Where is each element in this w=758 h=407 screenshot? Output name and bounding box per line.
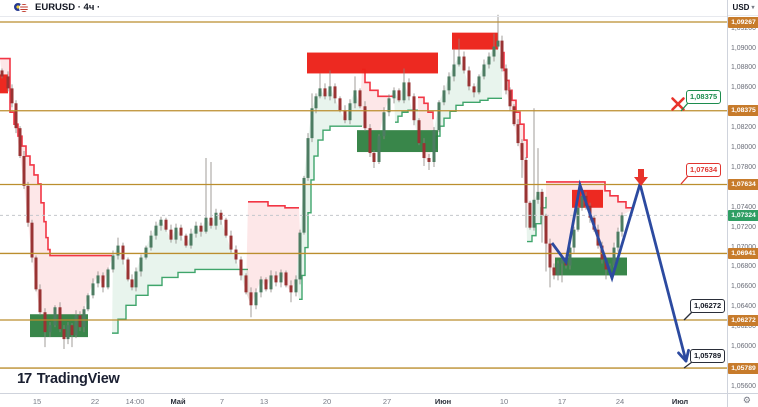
- time-tick-label: 14:00: [125, 397, 145, 406]
- price-tick-label: 1,06600: [731, 283, 756, 291]
- time-tick-label: 10: [499, 397, 509, 406]
- price-tick-label: 1,08200: [731, 124, 756, 132]
- tradingview-logo: 17 TradingView: [17, 370, 120, 387]
- price-tick-label: 1,07400: [731, 203, 756, 211]
- price-tick-label: 1,09000: [731, 44, 756, 52]
- time-tick-label: 13: [259, 397, 269, 406]
- axis-currency-label: USD: [732, 3, 750, 12]
- tradingview-logo-mark: 17: [17, 370, 32, 387]
- price-axis[interactable]: USD ▾ 1,09200 1,09000 1,08800 1,08600 1,0820…: [727, 0, 758, 393]
- price-tick-label: 1,05600: [731, 382, 756, 390]
- price-line-badge: 1,05789: [728, 362, 758, 374]
- currency-pair-icon: [13, 2, 30, 13]
- axis-corner-separator: [727, 394, 728, 407]
- time-tick-label: Июл: [671, 397, 689, 406]
- price-tick-label: 1,07200: [731, 223, 756, 231]
- header-separator: [0, 16, 758, 17]
- time-tick-label: Июн: [434, 397, 452, 406]
- time-tick-label: 20: [322, 397, 332, 406]
- callout-tail: [680, 102, 689, 112]
- price-line-badge: 1,08375: [728, 105, 758, 117]
- time-tick-label: 7: [219, 397, 225, 406]
- price-tick-label: 1,08600: [731, 84, 756, 92]
- price-line-badge: 1,06941: [728, 247, 758, 259]
- price-tick-label: 1,08800: [731, 64, 756, 72]
- time-tick-label: 15: [32, 397, 42, 406]
- time-tick-label: 27: [382, 397, 392, 406]
- price-callout-label[interactable]: 1,05789: [690, 349, 726, 363]
- price-tick-label: 1,09200: [731, 24, 756, 32]
- trail-band-bull: [526, 191, 547, 244]
- last-price-badge: 1,07324: [728, 209, 758, 221]
- time-tick-label: 22: [90, 397, 100, 406]
- price-line-badge: 1,07634: [728, 178, 758, 190]
- price-axis-header[interactable]: USD ▾: [728, 0, 758, 16]
- trail-band-bear: [0, 57, 113, 340]
- tradingview-logo-text: TradingView: [36, 371, 120, 387]
- callout-tail: [683, 311, 693, 321]
- gear-icon[interactable]: ⚙: [742, 395, 751, 405]
- price-line-badge: 1,09267: [728, 16, 758, 28]
- price-chart-canvas[interactable]: [0, 0, 727, 393]
- price-callout-label[interactable]: 1,08375: [686, 90, 722, 104]
- time-tick-label: 24: [615, 397, 625, 406]
- price-tick-label: 1,07000: [731, 244, 756, 252]
- price-callout-label[interactable]: 1,06272: [690, 299, 726, 313]
- supply-zone-box[interactable]: [452, 32, 498, 50]
- chevron-down-icon: ▾: [751, 5, 755, 11]
- price-tick-label: 1,07800: [731, 163, 756, 171]
- price-callout-label[interactable]: 1,07634: [686, 163, 722, 177]
- symbol-title: EURUSD · 4ч ·: [35, 2, 101, 13]
- callout-tail: [683, 361, 693, 369]
- time-tick-label: 17: [557, 397, 567, 406]
- price-line-badge: 1,06272: [728, 314, 758, 326]
- trail-band-bull: [296, 86, 365, 301]
- supply-zone-box[interactable]: [0, 74, 8, 94]
- invalidation-x-marker[interactable]: [671, 97, 685, 111]
- usd-flag-icon: [19, 3, 29, 13]
- price-tick-label: 1,06000: [731, 343, 756, 351]
- price-tick-label: 1,06200: [731, 323, 756, 331]
- price-tick-label: 1,08000: [731, 144, 756, 152]
- time-tick-label: Май: [170, 397, 186, 406]
- sell-arrow-marker[interactable]: [634, 169, 648, 186]
- callout-tail: [680, 175, 689, 185]
- time-axis[interactable]: 15 22 14:00 Май 7 13 20 27 Июн 10 17 24 Июл ⚙: [0, 393, 758, 407]
- price-tick-label: 1,06400: [731, 303, 756, 311]
- trail-band-bull: [112, 212, 251, 334]
- projection-arrow[interactable]: [550, 178, 690, 363]
- symbol-legend[interactable]: EURUSD · 4ч ·: [13, 2, 100, 13]
- price-tick-label: 1,06800: [731, 263, 756, 271]
- supply-zone-box[interactable]: [307, 52, 438, 74]
